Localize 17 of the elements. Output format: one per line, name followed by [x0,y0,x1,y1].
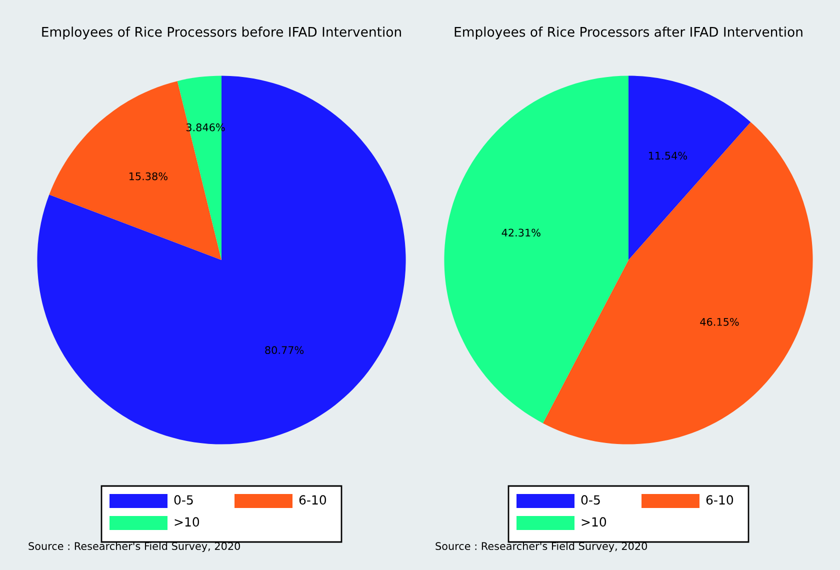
pie-slice [37,76,406,444]
legend-label: >10 [174,517,200,527]
data-label: 80.77% [265,346,304,354]
data-label: 15.38% [129,172,168,180]
data-label: 46.15% [700,318,739,326]
legend-label: 0-5 [174,495,193,505]
data-label: 42.31% [502,228,540,237]
pie-slice [542,122,813,444]
legend-label: 0-5 [581,495,600,505]
data-label: 11.54% [649,152,687,160]
legend-label: 6-10 [706,495,734,505]
legend-label: 6-10 [299,495,326,505]
pie-slice [444,76,628,424]
chart-title: Employees of Rice Processors after IFAD Intervention [454,26,802,40]
chart-title: Employees of Rice Processors before IFAD Intervention [42,26,401,40]
pie-slice [628,76,751,260]
legend-label: >10 [582,517,606,527]
